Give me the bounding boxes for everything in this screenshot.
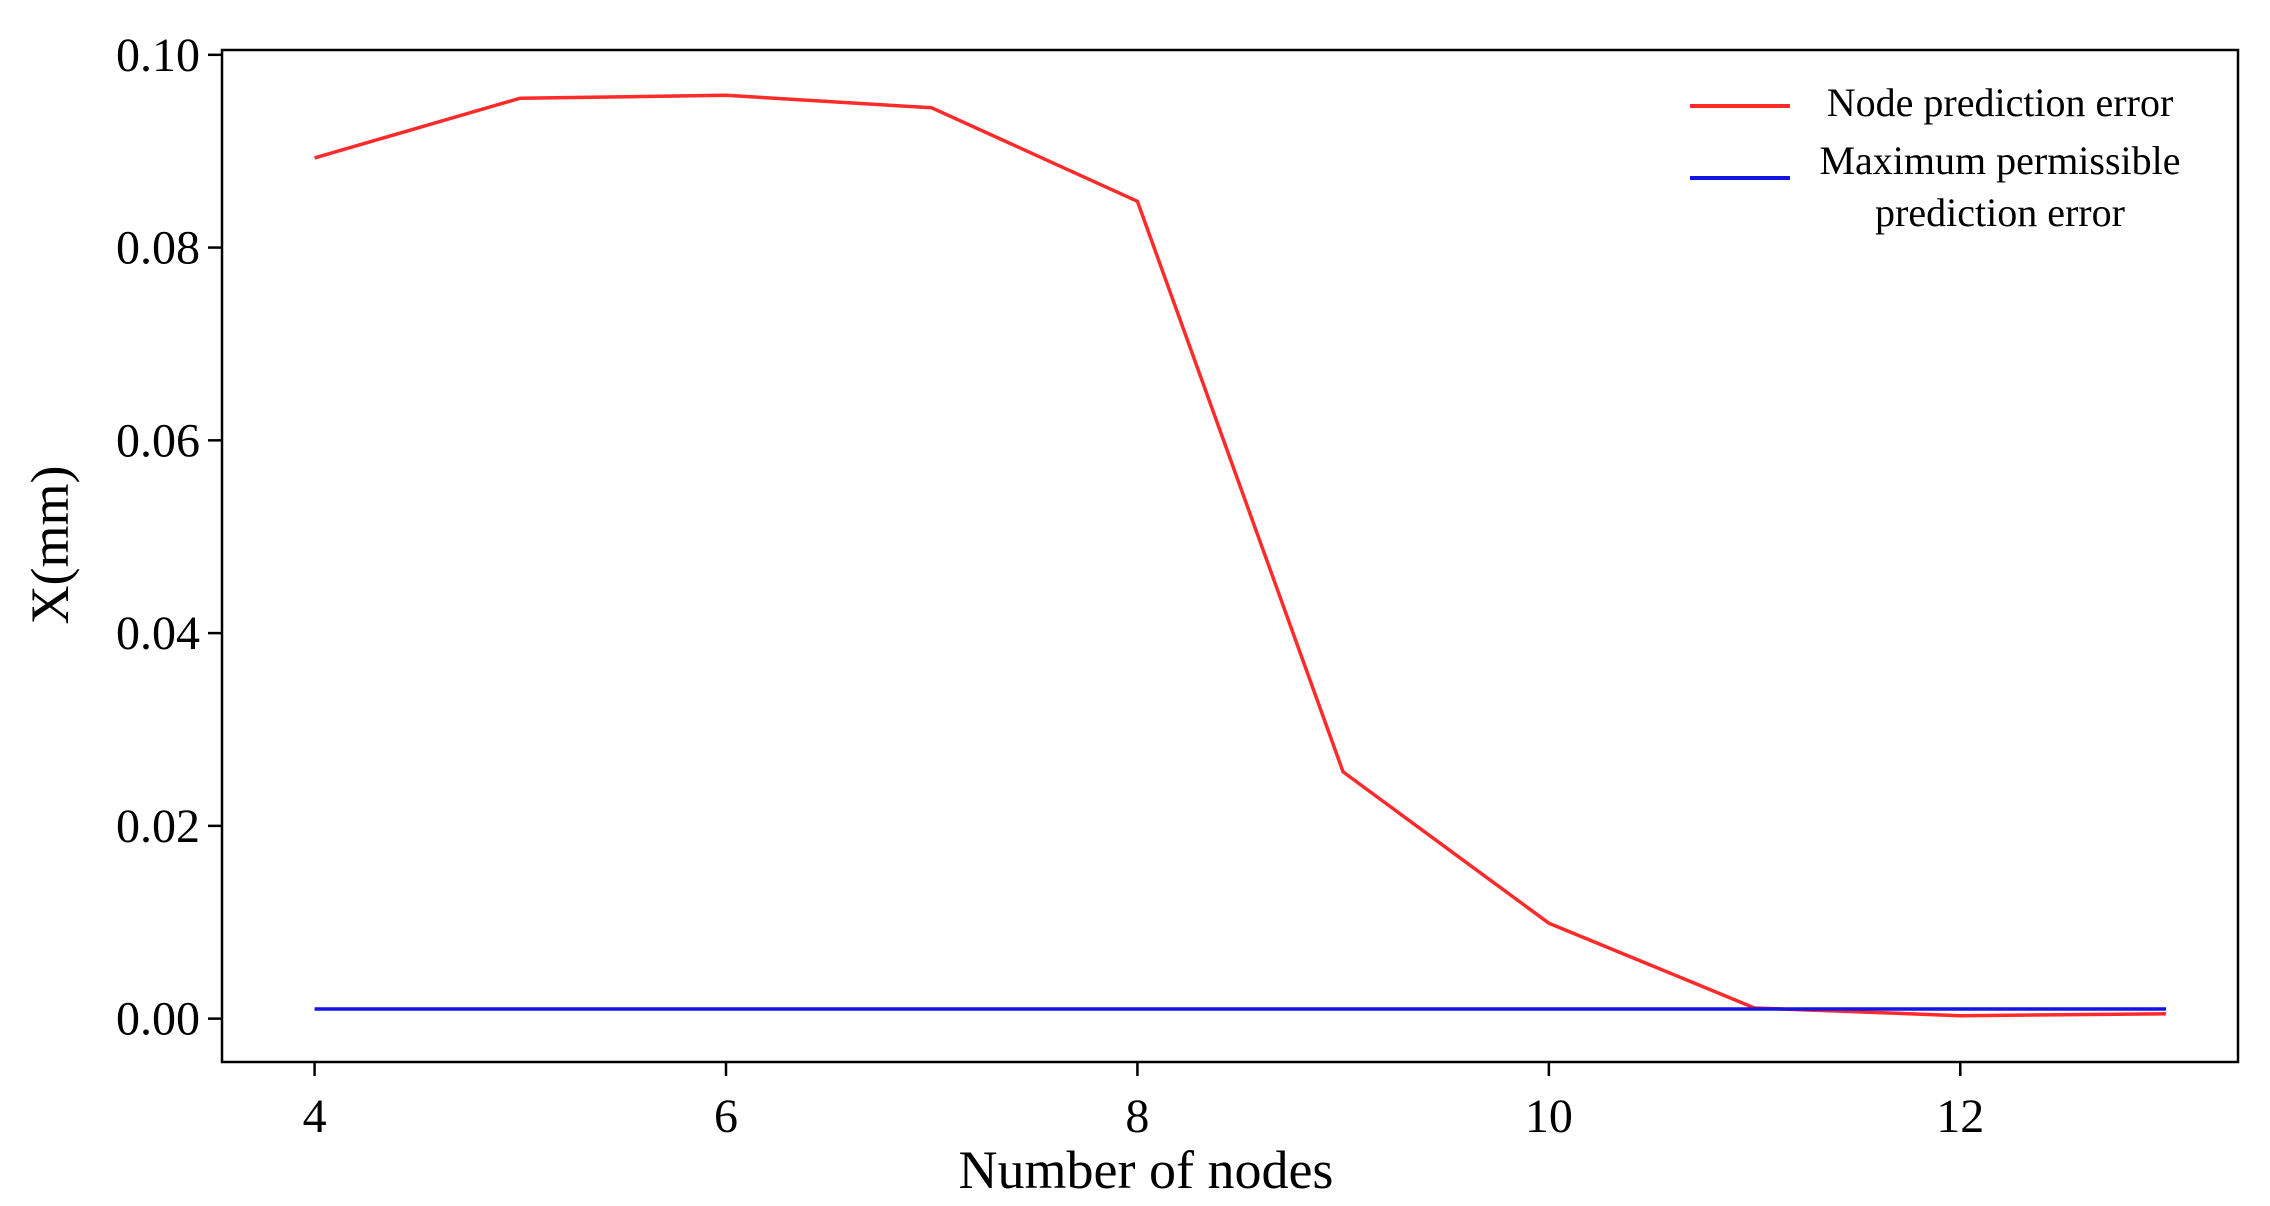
legend: Node prediction error Maximum permissible… bbox=[1690, 80, 2181, 235]
plot-border bbox=[220, 48, 2240, 1064]
y-tick-label: 0.08 bbox=[116, 222, 200, 275]
legend-label-node-prediction-error: Node prediction error bbox=[1827, 80, 2174, 125]
y-axis-ticks: 0.00 0.02 0.04 0.06 0.08 0.10 bbox=[116, 29, 222, 1046]
x-axis-ticks: 4 6 8 10 12 bbox=[303, 1062, 1984, 1143]
y-axis-title: X(mm) bbox=[20, 466, 80, 625]
x-tick-label: 8 bbox=[1125, 1090, 1149, 1143]
series-layer bbox=[314, 93, 2167, 1018]
x-tick-label: 6 bbox=[714, 1090, 738, 1143]
y-tick-label: 0.00 bbox=[116, 993, 200, 1046]
series-line-1 bbox=[314, 93, 2167, 1018]
plot-frame bbox=[220, 48, 2240, 1064]
y-tick-label: 0.06 bbox=[116, 414, 200, 467]
x-tick-label: 12 bbox=[1936, 1090, 1984, 1143]
legend-label-max-permissible-error-line-2: prediction error bbox=[1875, 190, 2125, 235]
x-tick-label: 10 bbox=[1525, 1090, 1573, 1143]
y-tick-label: 0.10 bbox=[116, 29, 200, 82]
y-tick-label: 0.02 bbox=[116, 800, 200, 853]
y-tick-label: 0.04 bbox=[116, 607, 200, 660]
legend-label-max-permissible-error-line-1: Maximum permissible bbox=[1819, 138, 2180, 183]
x-axis-title: Number of nodes bbox=[959, 1140, 1334, 1200]
x-tick-label: 4 bbox=[303, 1090, 327, 1143]
